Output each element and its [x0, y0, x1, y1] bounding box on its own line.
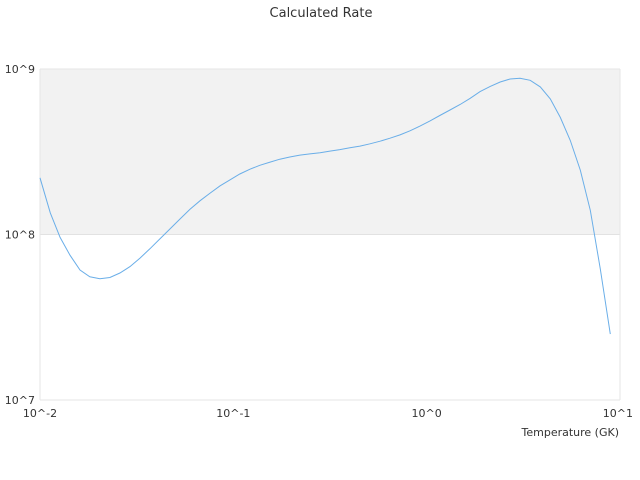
- x-tick-label: 10^-1: [216, 407, 250, 420]
- chart-title: Calculated Rate: [270, 6, 373, 21]
- x-axis-label: Temperature (GK): [521, 426, 620, 439]
- x-tick-label: 10^0: [412, 407, 442, 420]
- y-tick-label: 10^7: [5, 394, 35, 407]
- x-tick-label: 10^-2: [23, 407, 57, 420]
- y-tick-label: 10^9: [5, 63, 35, 76]
- shaded-band: [40, 69, 620, 235]
- series-line: [39, 77, 611, 335]
- x-tick-label: 10^1: [603, 407, 633, 420]
- x-axis-ticks: 10^-2 10^-1 10^0 10^1: [23, 407, 633, 420]
- y-axis-ticks: 10^7 10^8 10^9: [5, 63, 35, 407]
- y-tick-label: 10^8: [5, 229, 35, 242]
- plot-border: [39, 68, 621, 401]
